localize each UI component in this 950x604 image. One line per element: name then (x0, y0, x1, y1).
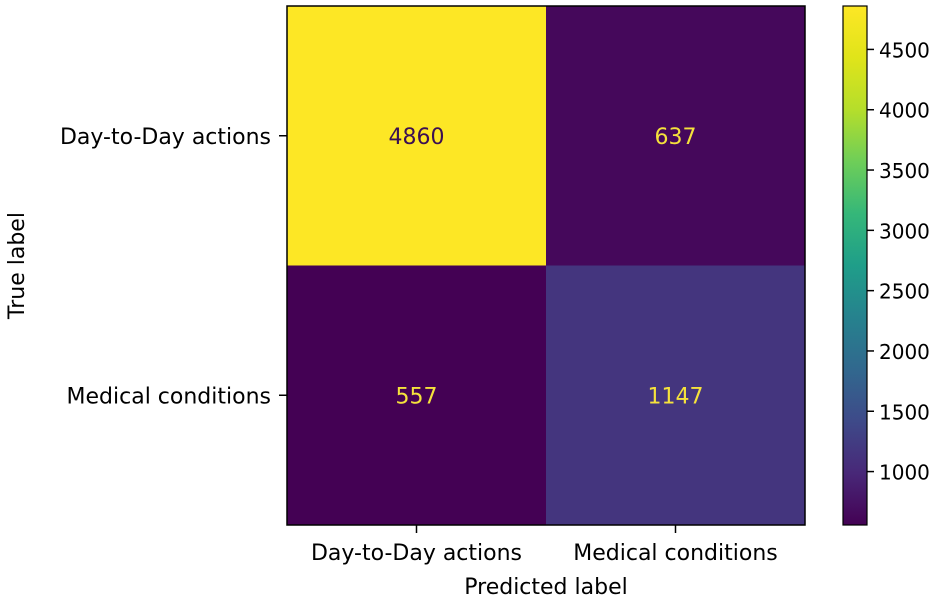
colorbar-axis: 1000 1500 2000 2500 3000 3500 4000 4500 (867, 38, 930, 485)
colorbar-tick-label-6: 4000 (879, 99, 930, 123)
x-axis-title: Predicted label (464, 575, 627, 600)
x-tick-label-1: Medical conditions (573, 541, 777, 566)
colorbar-tick-label-3: 2500 (879, 280, 930, 304)
heatmap-cell-r1-c0 (287, 265, 546, 525)
colorbar-tick-label-0: 1000 (879, 461, 930, 485)
x-tick-label-0: Day-to-Day actions (311, 541, 522, 566)
y-axis-title: True label (5, 212, 30, 320)
y-tick-label-0: Day-to-Day actions (60, 125, 271, 150)
y-axis: Day-to-Day actions Medical conditions (60, 125, 287, 409)
cell-value-r1-c0: 557 (396, 384, 438, 409)
colorbar-tick-label-1: 1500 (879, 400, 930, 424)
colorbar-tick-label-4: 3000 (879, 219, 930, 243)
heatmap-cell-r0-c1 (546, 6, 805, 266)
cell-value-r0-c0: 4860 (389, 125, 445, 150)
plot-frame (286, 5, 806, 526)
colorbar-tick-label-5: 3500 (879, 159, 930, 183)
colorbar (842, 5, 868, 526)
colorbar-tick-label-7: 4500 (879, 38, 930, 62)
heatmap-cell-r1-c1 (546, 265, 805, 525)
cell-value-r0-c1: 637 (655, 125, 697, 150)
cell-value-r1-c1: 1147 (648, 384, 704, 409)
x-axis: Day-to-Day actions Medical conditions (311, 525, 778, 566)
heatmap-cell-r0-c0 (287, 6, 546, 266)
colorbar-tick-label-2: 2000 (879, 340, 930, 364)
heatmap-grid (287, 6, 805, 525)
y-tick-label-1: Medical conditions (67, 384, 271, 409)
cell-labels: 4860 637 557 1147 (389, 125, 704, 410)
